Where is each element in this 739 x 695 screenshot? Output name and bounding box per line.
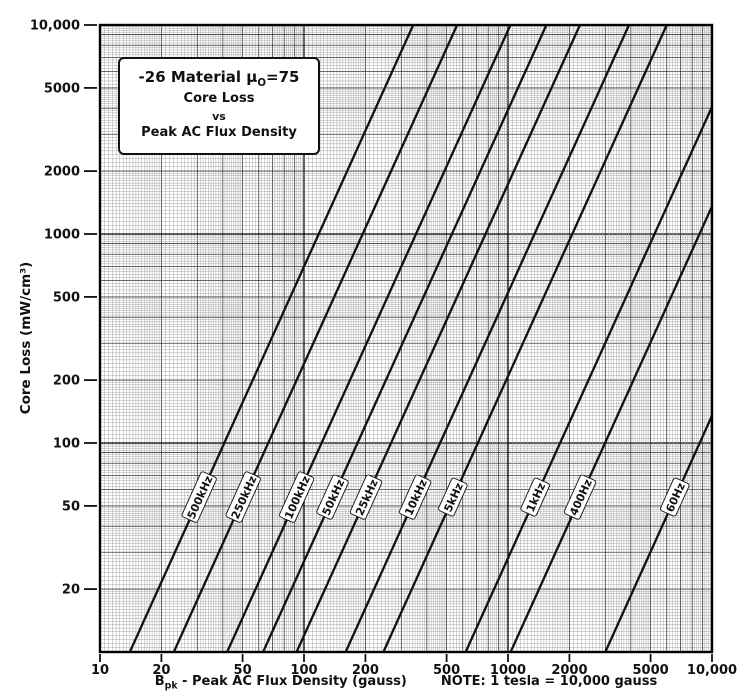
title-vs: vs bbox=[212, 110, 226, 124]
series-line-25kHz bbox=[295, 25, 582, 652]
x-tick-label-50: 50 bbox=[234, 663, 252, 678]
chart-title-box: -26 Material μO=75 Core Loss vs Peak AC … bbox=[118, 57, 320, 156]
freq-label-box bbox=[225, 471, 261, 523]
material-title: -26 Material μO=75 bbox=[126, 68, 312, 90]
y-axis-title: Core Loss (mW/cm³) bbox=[18, 261, 34, 415]
x-tick-label-2000: 2000 bbox=[551, 663, 587, 678]
series-lines bbox=[128, 25, 712, 652]
x-axis-title: Bpk - Peak AC Flux Density (gauss) bbox=[155, 674, 407, 692]
freq-label-5kHz: 5kHz bbox=[438, 477, 468, 517]
tesla-note: NOTE: 1 tesla = 10,000 gauss bbox=[440, 674, 658, 689]
x-tick-label-10: 10 bbox=[91, 663, 109, 678]
x-axis-title-text: - Peak AC Flux Density (gauss) bbox=[177, 674, 407, 689]
freq-label-box bbox=[181, 471, 217, 523]
title-core-loss: Core Loss bbox=[183, 91, 255, 107]
freq-label-50kHz: 50kHz bbox=[316, 474, 349, 520]
material-title-pre: -26 Material bbox=[138, 68, 247, 86]
x-tick-label-5000: 5000 bbox=[632, 663, 668, 678]
y-tick-label-100: 100 bbox=[53, 437, 80, 452]
freq-label-box bbox=[399, 474, 432, 520]
freq-label-400Hz: 400Hz bbox=[563, 474, 597, 520]
series-line-500kHz bbox=[128, 25, 415, 652]
x-tick-label-20: 20 bbox=[152, 663, 170, 678]
y-tick-label-200: 200 bbox=[53, 374, 80, 389]
series-line-5kHz bbox=[382, 25, 668, 652]
freq-label-box bbox=[660, 477, 690, 517]
series-line-60Hz bbox=[604, 414, 712, 652]
x-tick-label-500: 500 bbox=[433, 663, 460, 678]
x-axis-title-subscript: pk bbox=[164, 680, 178, 692]
x-axis-title-row: Bpk - Peak AC Flux Density (gauss) NOTE:… bbox=[100, 674, 712, 692]
freq-label-box bbox=[316, 474, 349, 520]
axis-ticks: 10,000 5000 2000 1000 500 200 100 50 20 10 20 50 100… bbox=[30, 19, 737, 679]
plot-border bbox=[98, 23, 714, 654]
x-tick-label-100: 100 bbox=[290, 663, 317, 678]
series-line-50kHz bbox=[261, 25, 548, 652]
y-tick-label-20: 20 bbox=[62, 583, 80, 598]
y-tick-label-50: 50 bbox=[62, 499, 80, 514]
series-line-250kHz bbox=[172, 25, 459, 652]
mu-subscript: O bbox=[257, 78, 266, 89]
series-line-1kHz bbox=[464, 105, 712, 652]
freq-label-box bbox=[563, 474, 597, 520]
series-line-100kHz bbox=[225, 25, 512, 652]
freq-label-1kHz: 1kHz bbox=[520, 477, 550, 517]
mu-symbol: μ bbox=[246, 68, 258, 86]
y-tick-label-2000: 2000 bbox=[44, 165, 80, 180]
series-line-10kHz bbox=[344, 25, 631, 652]
series-line-400Hz bbox=[509, 205, 712, 652]
freq-label-box bbox=[438, 477, 468, 517]
x-axis-title-symbol: B bbox=[154, 674, 165, 689]
x-tick-label-200: 200 bbox=[352, 663, 379, 678]
y-tick-label-10,000: 10,000 bbox=[30, 19, 80, 34]
material-title-post: =75 bbox=[266, 68, 300, 86]
freq-label-box bbox=[349, 474, 383, 520]
title-flux-density: Peak AC Flux Density bbox=[141, 125, 297, 141]
freq-label-box bbox=[279, 471, 315, 523]
freq-label-60Hz: 60Hz bbox=[660, 477, 690, 517]
freq-label-box bbox=[520, 477, 550, 517]
y-tick-label-5000: 5000 bbox=[44, 81, 80, 96]
x-tick-label-1000: 1000 bbox=[490, 663, 526, 678]
y-tick-label-1000: 1000 bbox=[44, 228, 80, 243]
y-tick-label-500: 500 bbox=[53, 290, 80, 305]
x-tick-label-10,000: 10,000 bbox=[687, 663, 737, 678]
